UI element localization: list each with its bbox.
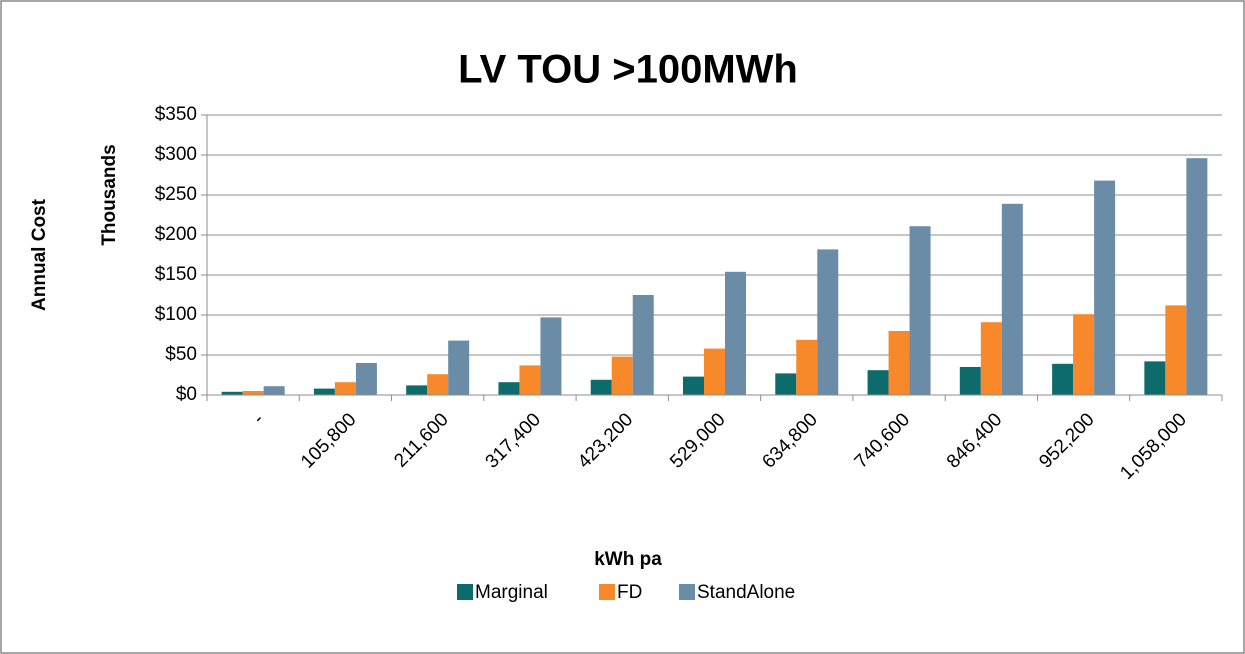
bar	[448, 340, 470, 395]
bar	[519, 365, 541, 395]
bar	[1052, 363, 1074, 395]
bar	[725, 271, 746, 395]
bar	[796, 339, 818, 395]
y-tick-label: $50	[165, 344, 197, 365]
bar	[909, 226, 931, 395]
bar	[427, 374, 449, 395]
bar	[334, 382, 356, 395]
bar	[1094, 180, 1116, 395]
y-unit-label: Thousands	[99, 144, 120, 245]
bar	[632, 295, 654, 395]
y-tick-label: $0	[176, 384, 197, 405]
legend-label: FD	[617, 582, 642, 603]
y-tick-label: $100	[155, 304, 197, 325]
y-tick-label: $250	[155, 184, 197, 205]
bar	[704, 348, 725, 395]
bar	[611, 356, 633, 395]
bar	[313, 388, 335, 395]
y-tick-label: $350	[155, 104, 197, 125]
bar	[1165, 305, 1187, 395]
bar	[1186, 158, 1208, 395]
bar	[959, 367, 981, 395]
legend-swatch	[457, 584, 473, 600]
legend-label: StandAlone	[697, 582, 795, 603]
bar	[817, 249, 839, 395]
y-tick-label: $150	[155, 264, 197, 285]
chart-title: LV TOU >100MWh	[458, 48, 798, 92]
bar	[1073, 314, 1095, 395]
bar	[1144, 361, 1166, 395]
y-tick-label: $300	[155, 144, 197, 165]
bar	[498, 382, 520, 395]
bar	[221, 391, 243, 395]
bar	[263, 386, 285, 395]
legend-label: Marginal	[475, 582, 548, 603]
bar	[355, 363, 377, 395]
x-axis-title: kWh pa	[594, 549, 662, 570]
bar	[406, 385, 428, 395]
bar	[775, 373, 797, 395]
y-axis-title: Annual Cost	[29, 198, 50, 311]
bar	[867, 370, 889, 395]
bar	[980, 322, 1002, 395]
bar	[540, 317, 562, 395]
bar	[888, 331, 910, 395]
legend-swatch	[599, 584, 615, 600]
y-tick-label: $200	[155, 224, 197, 245]
bar	[242, 391, 264, 395]
bar	[590, 379, 612, 395]
legend-swatch	[679, 584, 695, 600]
bar	[1001, 203, 1023, 395]
bar	[683, 376, 704, 395]
